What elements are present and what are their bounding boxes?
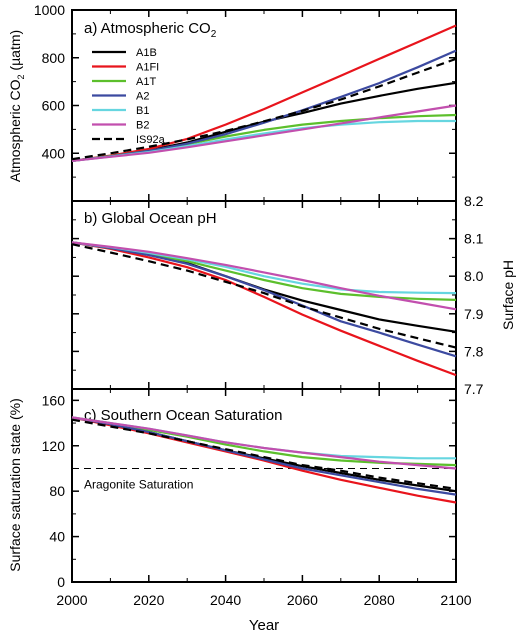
y-tick-label: 7.7	[464, 381, 484, 397]
panel-a-frame	[71, 9, 457, 202]
series-is92a-line	[71, 243, 457, 349]
legend-label-b1: B1	[136, 105, 149, 117]
legend-label-a1t: A1T	[136, 76, 156, 88]
series-a1fi-line	[71, 24, 457, 162]
aragonite-reference: Aragonite Saturation	[72, 467, 456, 491]
series-a2-line	[71, 416, 457, 496]
series-is92a-line	[71, 418, 457, 490]
aragonite-label: Aragonite Saturation	[84, 477, 193, 491]
y-tick-label: 7.9	[464, 306, 484, 322]
x-tick-label: 2080	[364, 592, 395, 608]
y-tick-label: 160	[42, 392, 66, 408]
y-tick-label: 400	[42, 145, 66, 161]
panel-a-label: a) Atmospheric CO2	[84, 20, 217, 40]
legend-label-b2: B2	[136, 120, 149, 132]
panel-a-x-ticks	[71, 10, 457, 201]
x-axis-tick-labels: 2000 2020 2040 2060 2080 2100	[56, 592, 471, 608]
x-tick-label: 2000	[56, 592, 87, 608]
panel-b-label: b) Global Ocean pH	[84, 210, 217, 227]
y-tick-label: 600	[42, 98, 66, 114]
series-b2-line	[71, 241, 457, 311]
x-tick-label: 2060	[287, 592, 318, 608]
series-is92a-line	[71, 57, 457, 161]
y-tick-label: 1000	[34, 2, 65, 18]
y-tick-label: 8.2	[464, 193, 484, 209]
panel-c: c) Southern Ocean Saturation 0 40 80 120 160…	[7, 388, 457, 590]
series-a2-line	[71, 49, 457, 162]
panel-b-y-label: Surface pH	[500, 260, 516, 330]
y-tick-label: 80	[49, 483, 65, 499]
series-a2-line	[71, 241, 457, 358]
x-tick-label: 2020	[133, 592, 164, 608]
legend-label-a1b: A1B	[136, 47, 157, 59]
panel-a-series	[71, 24, 457, 162]
series-a1fi-line	[71, 241, 457, 377]
legend-label-a2: A2	[136, 91, 149, 103]
legend: A1B A1FI A1T A2 B1 B2 IS92a	[92, 47, 166, 146]
panel-b-series	[71, 241, 457, 377]
y-tick-label: 120	[42, 438, 66, 454]
y-tick-label: 8.1	[464, 231, 484, 247]
panel-a: a) Atmospheric CO2 400 600 800 1000 A1B A1FI…	[7, 2, 457, 202]
panel-b-frame	[71, 200, 457, 390]
x-tick-label: 2040	[210, 592, 241, 608]
series-b2-line	[71, 104, 457, 162]
panel-b-x-ticks	[71, 201, 457, 389]
panel-c-y-label: Surface saturation state (%)	[7, 398, 23, 572]
y-tick-label: 0	[57, 574, 65, 590]
panel-a-y-label: Atmospheric CO2 (µatm)	[7, 30, 26, 182]
legend-label-is92a: IS92a	[136, 134, 166, 146]
y-tick-label: 800	[42, 50, 66, 66]
y-tick-label: 40	[49, 529, 65, 545]
series-b2-line	[71, 416, 457, 470]
x-tick-label: 2100	[440, 592, 471, 608]
panel-c-x-ticks	[71, 389, 457, 582]
panel-c-label: c) Southern Ocean Saturation	[84, 407, 282, 424]
x-axis-label: Year	[249, 617, 279, 633]
panel-b: b) Global Ocean pH 7.7 7.8 7.9 8.0 8.1 8.2 Su…	[71, 193, 516, 397]
y-tick-label: 7.8	[464, 343, 484, 359]
y-tick-label: 8.0	[464, 268, 484, 284]
panel-c-series	[71, 416, 457, 504]
legend-label-a1fi: A1FI	[136, 62, 159, 74]
